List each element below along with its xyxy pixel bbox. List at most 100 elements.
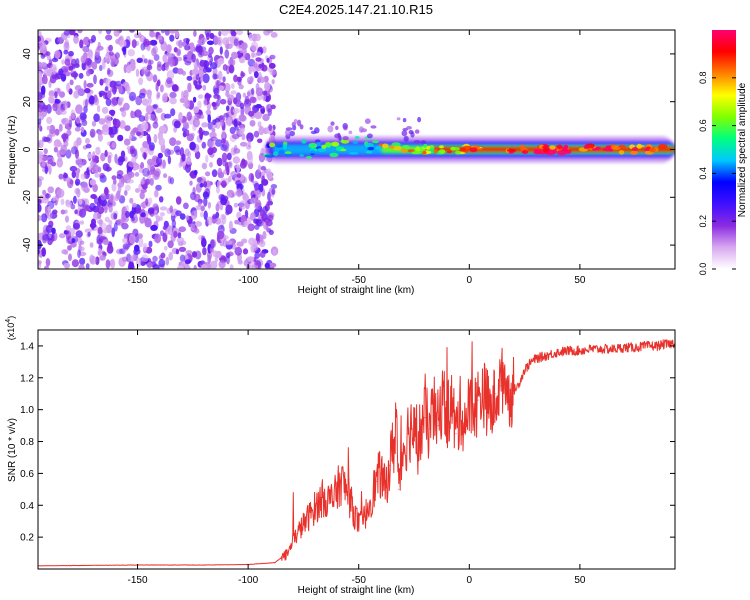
noise-speckle — [240, 57, 246, 64]
noise-speckle — [119, 120, 126, 129]
noise-speckle — [258, 63, 263, 69]
noise-speckle — [190, 132, 195, 138]
noise-speckle — [236, 183, 244, 190]
noise-speckle — [135, 257, 142, 267]
noise-speckle — [63, 262, 71, 269]
noise-speckle — [54, 50, 61, 59]
noise-speckle — [236, 30, 243, 36]
noise-speckle — [104, 114, 112, 124]
noise-speckle — [217, 70, 223, 81]
noise-speckle — [38, 260, 42, 265]
noise-speckle — [183, 202, 189, 210]
noise-speckle — [207, 216, 213, 226]
noise-speckle — [113, 178, 117, 185]
snr-point — [203, 564, 205, 566]
noise-speckle — [197, 100, 202, 109]
snr-point — [579, 350, 581, 352]
noise-speckle — [46, 125, 51, 131]
noise-speckle — [100, 152, 106, 162]
spectrogram-xtick-label: -150 — [128, 275, 148, 286]
spectrogram-ytick-label: -40 — [22, 237, 33, 252]
noise-speckle — [99, 199, 105, 206]
snr-point — [420, 431, 422, 433]
noise-speckle — [39, 110, 45, 121]
noise-speckle — [151, 170, 159, 176]
noise-speckle — [38, 35, 42, 42]
noise-speckle — [242, 248, 249, 255]
snr-point — [415, 444, 417, 446]
noise-speckle — [201, 162, 208, 170]
noise-speckle — [104, 186, 109, 196]
noise-speckle — [121, 109, 127, 118]
noise-speckle — [68, 50, 74, 57]
noise-speckle — [58, 68, 64, 76]
noise-speckle — [195, 205, 201, 211]
noise-speckle — [165, 256, 170, 266]
noise-speckle — [107, 155, 112, 164]
colorbar-tick-label: 0.8 — [698, 72, 708, 85]
noise-speckle — [108, 51, 114, 56]
noise-speckle — [123, 138, 131, 146]
noise-speckle — [141, 68, 145, 76]
snr-point — [375, 480, 377, 482]
noise-speckle — [76, 137, 82, 146]
noise-speckle — [199, 59, 207, 67]
noise-speckle — [187, 51, 191, 61]
noise-speckle — [207, 121, 213, 130]
signal-scatter — [289, 130, 295, 137]
noise-speckle — [236, 76, 242, 83]
noise-speckle — [160, 30, 165, 34]
signal-blob — [340, 148, 347, 152]
spectrogram-xtick-label: -100 — [238, 275, 258, 286]
signal-scatter — [396, 117, 401, 121]
colorbar-ticks: 0.0 0.2 0.4 0.6 0.8 — [698, 72, 736, 275]
snr-ytick-label: 0.8 — [20, 437, 34, 448]
signal-scatter — [348, 130, 353, 135]
noise-speckle — [181, 70, 186, 76]
noise-speckle — [250, 41, 259, 52]
noise-speckle — [83, 105, 88, 114]
signal-blob — [411, 151, 422, 155]
signal-blob — [299, 154, 304, 157]
noise-speckle — [255, 189, 262, 199]
noise-speckle — [140, 179, 145, 185]
noise-speckle — [221, 180, 227, 188]
noise-speckle — [170, 108, 176, 117]
snr-point — [331, 501, 333, 503]
noise-speckle — [149, 162, 155, 171]
signal-blob — [605, 145, 612, 149]
noise-speckle — [173, 120, 181, 129]
noise-speckle — [97, 250, 102, 256]
noise-speckle — [149, 39, 158, 46]
noise-speckle — [209, 161, 213, 168]
noise-speckle — [38, 214, 42, 222]
noise-speckle — [81, 119, 88, 127]
noise-speckle — [202, 73, 210, 84]
noise-speckle — [95, 48, 100, 58]
noise-speckle — [121, 222, 129, 230]
snr-ytick-label: 0.6 — [20, 469, 34, 480]
noise-speckle — [251, 244, 259, 251]
snr-point — [393, 440, 395, 443]
noise-speckle — [134, 172, 140, 177]
noise-speckle — [132, 163, 139, 169]
noise-speckle — [53, 98, 61, 104]
noise-speckle — [161, 93, 168, 103]
noise-speckle — [44, 265, 49, 269]
noise-speckle — [161, 64, 166, 72]
noise-speckle — [184, 60, 192, 66]
noise-speckle — [111, 227, 115, 238]
noise-speckle — [144, 215, 149, 224]
noise-speckle — [49, 129, 57, 137]
noise-speckle — [185, 215, 190, 221]
signal-scatter — [299, 124, 304, 130]
snr-point — [287, 552, 289, 554]
noise-speckle — [235, 92, 242, 101]
signal-blob — [365, 150, 373, 154]
snr-point — [274, 562, 276, 564]
noise-speckle — [98, 218, 103, 228]
noise-speckle — [226, 165, 230, 176]
noise-speckle — [59, 91, 65, 98]
noise-speckle — [214, 256, 219, 263]
noise-speckle — [225, 240, 233, 245]
